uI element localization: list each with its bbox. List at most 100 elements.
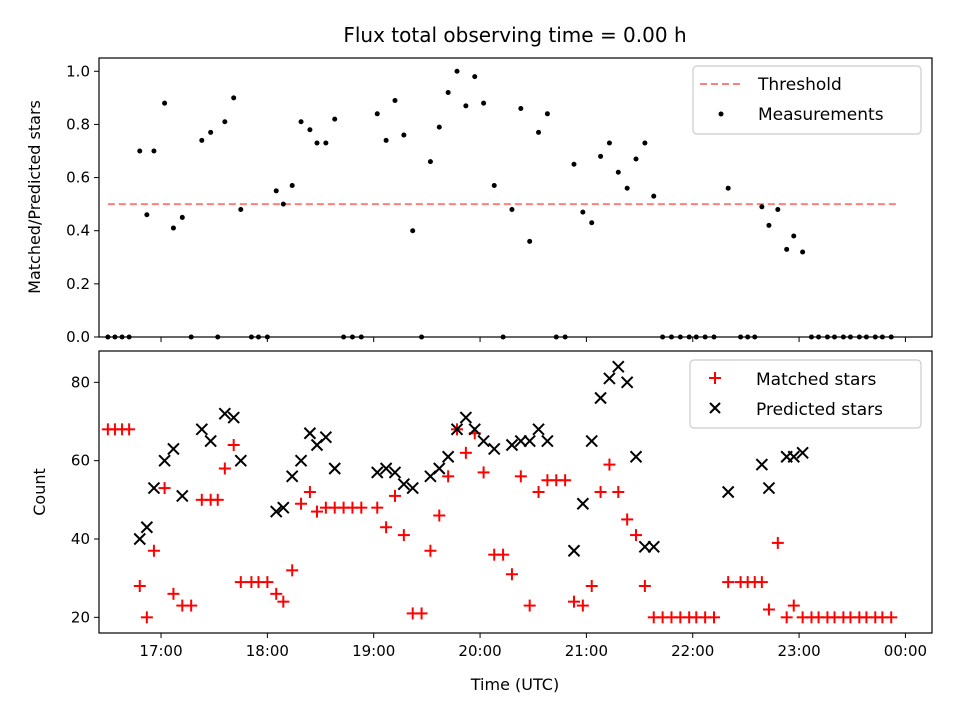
top-ylabel: Matched/Predicted stars: [25, 100, 44, 294]
predicted-point: [195, 423, 209, 436]
measurement-point: [162, 100, 168, 106]
x-tick-label: 22:00: [671, 642, 714, 660]
predicted-point: [303, 427, 317, 440]
bottom-frame: [98, 350, 933, 634]
predicted-point: [603, 372, 616, 385]
y-tick-label: 60: [71, 452, 90, 470]
matched-point: [771, 536, 784, 549]
matched-point: [459, 446, 472, 459]
measurement-point: [323, 140, 329, 146]
predicted-point: [514, 434, 528, 448]
y-tick-label: 20: [71, 608, 90, 626]
measurement-point: [536, 129, 542, 135]
predicted-point: [319, 430, 333, 444]
measurement-point: [445, 90, 451, 96]
measurement-point: [401, 132, 407, 138]
matched-point: [295, 497, 308, 510]
measurement-point: [231, 95, 237, 101]
measurement-point: [527, 238, 533, 244]
measurement-point: [332, 116, 338, 122]
predicted-point: [468, 423, 481, 436]
measurement-point: [179, 214, 185, 220]
matched-point: [497, 548, 510, 561]
predicted-point: [638, 540, 652, 554]
measurement-point: [273, 188, 279, 194]
measurement-point: [624, 185, 630, 191]
measurement-point: [759, 204, 765, 210]
matched-point: [371, 501, 384, 514]
predicted-point: [328, 462, 341, 475]
matched-point: [755, 576, 768, 589]
bottom-panel: 20 40 60 80 17:00 18:00 19:00 20:00 21:00 22:00 23…: [30, 350, 933, 694]
matched-point: [780, 611, 793, 624]
measurement-point: [606, 140, 612, 146]
matched-point: [167, 587, 180, 600]
matched-point: [505, 568, 518, 581]
predicted-point: [140, 521, 154, 534]
matched-point: [638, 580, 651, 592]
measurement-point: [800, 249, 806, 255]
matched-point: [576, 599, 589, 612]
predicted-point: [594, 391, 607, 405]
matched-point: [514, 470, 527, 483]
matched-point: [286, 564, 299, 577]
measurement-point: [307, 127, 313, 133]
matched-point: [227, 439, 240, 451]
measurement-point: [775, 206, 781, 212]
top-marks: [105, 68, 897, 340]
matched-point: [310, 505, 323, 518]
matched-point: [567, 595, 580, 608]
x-axis-label: Time (UTC): [470, 675, 559, 694]
y-tick-label: 40: [71, 530, 90, 548]
measurement-point: [766, 222, 772, 228]
measurement-point: [199, 137, 205, 143]
predicted-point: [294, 454, 308, 467]
measurement-point: [544, 111, 550, 117]
measurement-point: [144, 212, 150, 218]
matched-point: [388, 489, 401, 502]
x-tick-label: 21:00: [565, 642, 608, 660]
predicted-point: [433, 462, 446, 475]
measurement-point: [784, 246, 790, 252]
matched-point: [277, 595, 290, 608]
top-legend: Threshold Measurements: [692, 65, 922, 135]
measurement-point: [642, 140, 648, 146]
measurement-point: [314, 140, 320, 146]
predicted-point: [459, 411, 473, 424]
predicted-point: [133, 532, 146, 546]
matched-point: [234, 576, 247, 589]
measurement-point: [436, 124, 442, 130]
matched-point: [218, 462, 231, 475]
matched-point: [603, 458, 616, 471]
matched-point: [477, 466, 490, 479]
predicted-point: [762, 481, 776, 495]
predicted-legend-swatch: [709, 402, 721, 414]
matched-point: [140, 611, 153, 624]
top-axes: 0.0 0.2 0.4 0.6 0.8 1.0: [66, 62, 906, 346]
matched-point: [123, 423, 136, 436]
predicted-point: [532, 423, 545, 436]
measurement-point: [410, 228, 416, 234]
matched-point: [722, 576, 735, 589]
bottom-legend: Matched stars Predicted stars: [689, 359, 922, 429]
predicted-point: [629, 450, 643, 463]
bottom-axes: 20 40 60 80 17:00 18:00 19:00 20:00 21:00 22:00 23…: [71, 373, 927, 660]
predicted-point: [505, 438, 519, 452]
measurement-point: [651, 193, 657, 199]
matched-point: [270, 587, 283, 600]
predicted-point: [277, 501, 290, 514]
measurement-point: [222, 119, 228, 125]
predicted-point: [567, 544, 581, 557]
x-tick-label: 23:00: [777, 642, 820, 660]
predicted-point: [787, 450, 800, 463]
predicted-point: [488, 442, 501, 456]
matched-point: [762, 603, 775, 616]
matched-point: [185, 599, 198, 612]
matched-point: [133, 580, 146, 592]
predicted-point: [204, 434, 217, 448]
matched-point: [303, 486, 316, 498]
matched-point: [158, 482, 171, 495]
x-tick-label: 00:00: [884, 642, 927, 660]
measurements-legend-swatch: [718, 111, 724, 117]
